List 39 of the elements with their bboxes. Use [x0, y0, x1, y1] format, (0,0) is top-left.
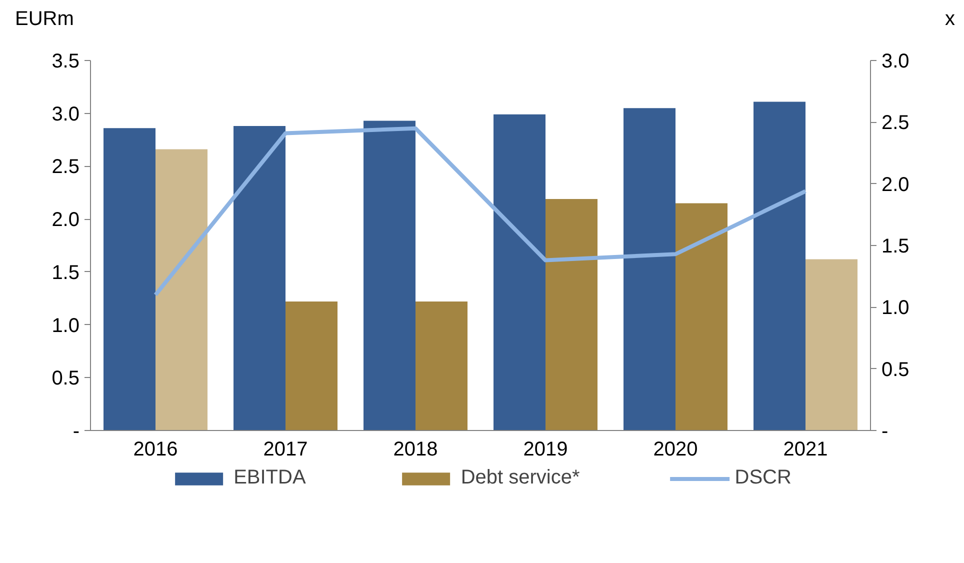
- y-tick-label: 3.0: [52, 103, 80, 126]
- x-tick-label: 2017: [263, 438, 308, 460]
- y2-axis-title: x: [945, 7, 955, 32]
- bar: [104, 128, 156, 430]
- y2-tick-label: 1.5: [882, 236, 910, 258]
- y2-tick-label: 0.5: [882, 358, 910, 381]
- y-tick-label: 2.0: [52, 209, 80, 232]
- bar: [546, 198, 598, 430]
- y-tick-label: -: [72, 420, 80, 442]
- y-tick-label: 0.5: [52, 368, 80, 390]
- y-tick-label: 1.5: [52, 262, 80, 284]
- line-series: [154, 126, 808, 297]
- bar: [286, 302, 338, 430]
- bar: [676, 203, 728, 430]
- y-tick-label: 1.0: [52, 314, 80, 337]
- x-tick-label: 2018: [393, 438, 438, 460]
- y2-tick-label: -: [882, 420, 888, 442]
- bar: [156, 149, 208, 430]
- bar: [754, 102, 806, 430]
- bar: [234, 126, 286, 430]
- bar: [364, 120, 416, 430]
- y2-tick-label: 2.5: [882, 112, 910, 134]
- y-tick-label: 2.5: [52, 156, 80, 178]
- bar: [416, 302, 468, 430]
- y-axis-title: EURm: [15, 7, 74, 32]
- legend-label: EBITDA: [234, 466, 306, 490]
- y2-tick-label: 1.0: [882, 297, 910, 320]
- x-tick-label: 2020: [653, 438, 698, 460]
- x-tick-label: 2021: [783, 438, 828, 460]
- y2-tick-label: 2.0: [882, 174, 910, 196]
- legend-label: Debt service*: [460, 466, 580, 490]
- bar: [806, 259, 858, 430]
- bar: [494, 114, 546, 430]
- x-tick-label: 2016: [133, 438, 178, 460]
- bar: [624, 108, 676, 430]
- legend-label: DSCR: [734, 466, 792, 490]
- y2-tick-label: 3.0: [882, 50, 910, 72]
- x-tick-label: 2019: [523, 438, 568, 460]
- y-tick-label: 3.5: [52, 50, 80, 72]
